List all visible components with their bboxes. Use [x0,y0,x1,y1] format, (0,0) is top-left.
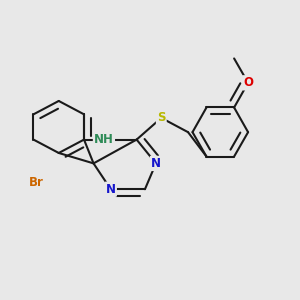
Text: N: N [151,157,161,170]
Text: O: O [243,76,253,89]
Text: S: S [157,111,166,124]
Text: N: N [106,183,116,196]
Text: NH: NH [94,133,114,146]
Text: Br: Br [29,176,44,189]
